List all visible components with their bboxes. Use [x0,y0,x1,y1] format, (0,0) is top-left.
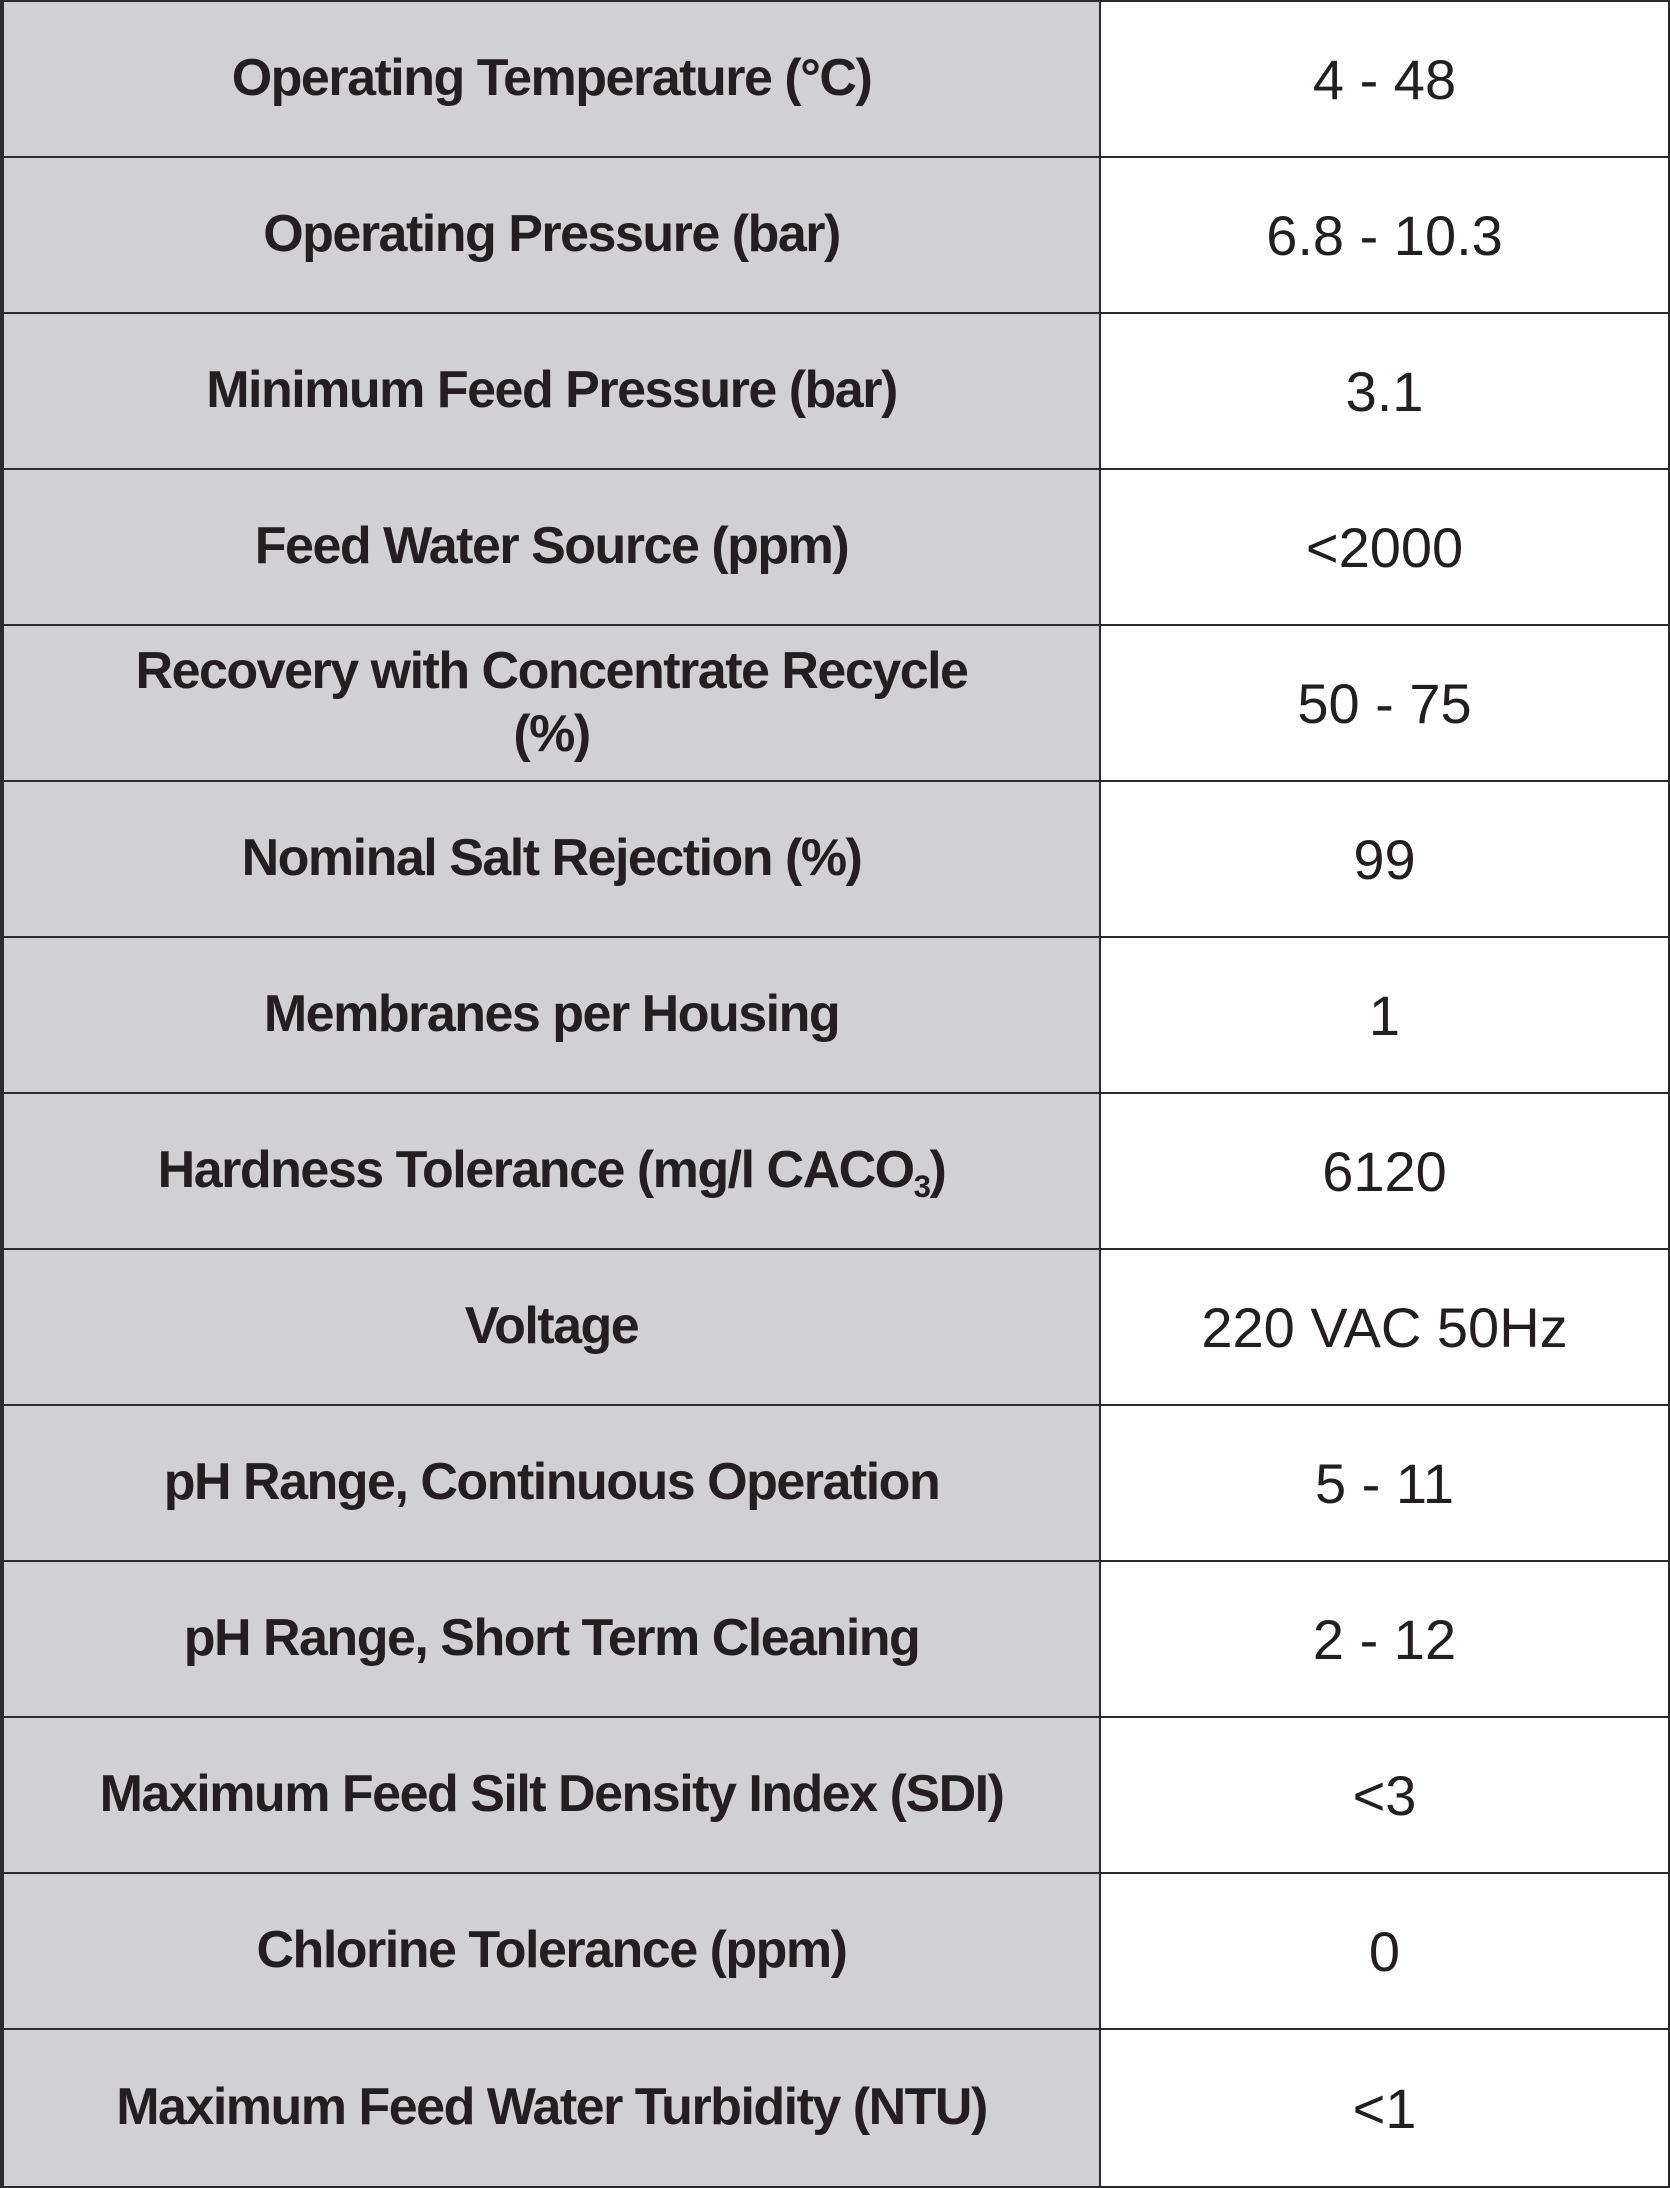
spec-label: Membranes per Housing [4,938,1101,1092]
spec-label: Hardness Tolerance (mg/l CACO3) [4,1094,1101,1248]
spec-label: Nominal Salt Rejection (%) [4,782,1101,936]
table-row: Chlorine Tolerance (ppm) 0 [4,1874,1668,2030]
spec-value: 99 [1101,782,1668,936]
table-row: Recovery with Concentrate Recycle (%) 50… [4,626,1668,782]
table-row: Voltage 220 VAC 50Hz [4,1250,1668,1406]
table-row: Nominal Salt Rejection (%) 99 [4,782,1668,938]
spec-value: <3 [1101,1718,1668,1872]
spec-label: Maximum Feed Water Turbidity (NTU) [4,2030,1101,2186]
table-row: pH Range, Continuous Operation 5 - 11 [4,1406,1668,1562]
spec-label: Operating Temperature (°C) [4,2,1101,156]
spec-value: 50 - 75 [1101,626,1668,780]
table-row: Hardness Tolerance (mg/l CACO3) 6120 [4,1094,1668,1250]
spec-value: <2000 [1101,470,1668,624]
table-row: Maximum Feed Water Turbidity (NTU) <1 [4,2030,1668,2186]
spec-label: Voltage [4,1250,1101,1404]
table-row: pH Range, Short Term Cleaning 2 - 12 [4,1562,1668,1718]
spec-value: 1 [1101,938,1668,1092]
table-row: Membranes per Housing 1 [4,938,1668,1094]
spec-value: 2 - 12 [1101,1562,1668,1716]
spec-label: Minimum Feed Pressure (bar) [4,314,1101,468]
spec-label: Maximum Feed Silt Density Index (SDI) [4,1718,1101,1872]
spec-label: Feed Water Source (ppm) [4,470,1101,624]
spec-value: 4 - 48 [1101,2,1668,156]
spec-value: 5 - 11 [1101,1406,1668,1560]
subscript-text: 3 [913,1169,931,1205]
table-row: Operating Pressure (bar) 6.8 - 10.3 [4,158,1668,314]
spec-value: 0 [1101,1874,1668,2028]
spec-value: 220 VAC 50Hz [1101,1250,1668,1404]
spec-label: Recovery with Concentrate Recycle (%) [4,626,1101,780]
label-closing-text: ) [929,1141,946,1200]
spec-label: Operating Pressure (bar) [4,158,1101,312]
table-row: Minimum Feed Pressure (bar) 3.1 [4,314,1668,470]
spec-value: 6120 [1101,1094,1668,1248]
spec-label: pH Range, Short Term Cleaning [4,1562,1101,1716]
label-main-text: Hardness Tolerance (mg/l CACO [157,1141,915,1200]
spec-value: <1 [1101,2030,1668,2186]
spec-label: Chlorine Tolerance (ppm) [4,1874,1101,2028]
spec-label: pH Range, Continuous Operation [4,1406,1101,1560]
table-row: Maximum Feed Silt Density Index (SDI) <3 [4,1718,1668,1874]
spec-value: 3.1 [1101,314,1668,468]
table-row: Feed Water Source (ppm) <2000 [4,470,1668,626]
table-row: Operating Temperature (°C) 4 - 48 [4,2,1668,158]
spec-value: 6.8 - 10.3 [1101,158,1668,312]
spec-label-text: Hardness Tolerance (mg/l CACO3) [157,1139,947,1205]
